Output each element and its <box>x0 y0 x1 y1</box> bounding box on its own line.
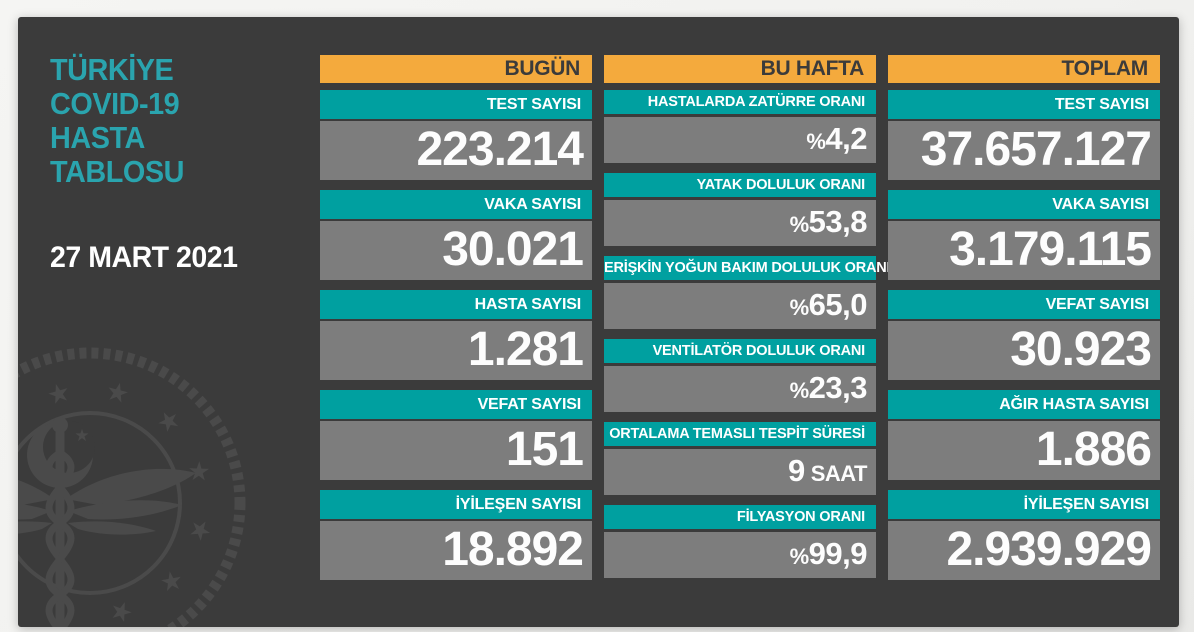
stat-card: VAKA SAYISI 3.179.115 <box>888 190 1160 280</box>
report-date: 27 MART 2021 <box>50 241 238 274</box>
stat-card: TEST SAYISI 223.214 <box>320 90 592 180</box>
svg-text:★: ★ <box>106 594 137 627</box>
stat-value: %23,3 <box>604 366 876 412</box>
stat-card: ERİŞKİN YOĞUN BAKIM DOLULUK ORANI %65,0 <box>604 256 891 329</box>
stat-value: 30.021 <box>320 221 592 280</box>
stat-value: %99,9 <box>604 532 876 578</box>
svg-text:★: ★ <box>74 426 89 446</box>
stat-value: 223.214 <box>320 121 592 180</box>
stat-value: 9 SAAT <box>604 449 876 495</box>
svg-text:★: ★ <box>44 377 75 412</box>
stat-label: HASTA SAYISI <box>320 290 592 319</box>
stat-label: İYİLEŞEN SAYISI <box>888 490 1160 519</box>
title-line: TABLOSU <box>50 154 184 189</box>
stat-label: VAKA SAYISI <box>888 190 1160 219</box>
column-toplam: TOPLAM TEST SAYISI 37.657.127 VAKA SAYIS… <box>888 55 1160 590</box>
stat-value: 151 <box>320 421 592 480</box>
column-bugun: BUGÜN TEST SAYISI 223.214 VAKA SAYISI 30… <box>320 55 592 590</box>
stat-value: %53,8 <box>604 200 876 246</box>
stat-card: HASTALARDA ZATÜRRE ORANI %4,2 <box>604 90 876 163</box>
svg-text:★: ★ <box>102 376 132 411</box>
column-header-bugun: BUGÜN <box>320 55 592 83</box>
svg-text:★: ★ <box>182 515 217 545</box>
stat-label: VENTİLATÖR DOLULUK ORANI <box>604 339 876 363</box>
title-line: COVID-19 <box>50 86 180 121</box>
stat-card: İYİLEŞEN SAYISI 18.892 <box>320 490 592 580</box>
stat-value: 30.923 <box>888 321 1160 380</box>
stat-card: FİLYASYON ORANI %99,9 <box>604 505 876 578</box>
stat-card: VENTİLATÖR DOLULUK ORANI %23,3 <box>604 339 876 412</box>
column-header-toplam: TOPLAM <box>888 55 1160 83</box>
title-line: TÜRKİYE <box>50 52 174 87</box>
stat-card: HASTA SAYISI 1.281 <box>320 290 592 380</box>
column-bu-hafta: BU HAFTA HASTALARDA ZATÜRRE ORANI %4,2 Y… <box>604 55 891 588</box>
stat-card: İYİLEŞEN SAYISI 2.939.929 <box>888 490 1160 580</box>
dashboard-title: TÜRKİYE COVID-19 HASTA TABLOSU <box>50 53 194 189</box>
stat-label: TEST SAYISI <box>888 90 1160 119</box>
stat-card: ORTALAMA TEMASLI TESPİT SÜRESİ 9 SAAT <box>604 422 876 495</box>
stat-value: 1.281 <box>320 321 592 380</box>
stat-label: VAKA SAYISI <box>320 190 592 219</box>
column-header-bu-hafta: BU HAFTA <box>604 55 876 83</box>
stat-value: 37.657.127 <box>888 121 1160 180</box>
stat-label: FİLYASYON ORANI <box>604 505 876 529</box>
stat-value: 18.892 <box>320 521 592 580</box>
health-ministry-emblem-icon: ★ ★ ★ ★ ★ ★ ★ ★ <box>18 347 246 627</box>
stat-card: YATAK DOLULUK ORANI %53,8 <box>604 173 876 246</box>
stat-card: VEFAT SAYISI 30.923 <box>888 290 1160 380</box>
stat-value: 3.179.115 <box>888 221 1160 280</box>
stat-label: İYİLEŞEN SAYISI <box>320 490 592 519</box>
stat-label: VEFAT SAYISI <box>888 290 1160 319</box>
svg-text:★: ★ <box>150 403 188 441</box>
stat-label: ERİŞKİN YOĞUN BAKIM DOLULUK ORANI <box>604 256 891 280</box>
stat-label: HASTALARDA ZATÜRRE ORANI <box>604 90 876 114</box>
stat-value: %65,0 <box>604 283 876 329</box>
title-line: HASTA <box>50 120 145 155</box>
stat-label: TEST SAYISI <box>320 90 592 119</box>
dashboard-panel: ★ ★ ★ ★ ★ ★ ★ ★ <box>18 17 1179 627</box>
stat-card: AĞIR HASTA SAYISI 1.886 <box>888 390 1160 480</box>
stat-label: YATAK DOLULUK ORANI <box>604 173 876 197</box>
stat-value: 1.886 <box>888 421 1160 480</box>
stat-card: VAKA SAYISI 30.021 <box>320 190 592 280</box>
stat-label: VEFAT SAYISI <box>320 390 592 419</box>
stat-card: VEFAT SAYISI 151 <box>320 390 592 480</box>
svg-text:★: ★ <box>152 563 190 601</box>
stat-value: 2.939.929 <box>888 521 1160 580</box>
stat-value: %4,2 <box>604 117 876 163</box>
stat-card: TEST SAYISI 37.657.127 <box>888 90 1160 180</box>
stat-label: ORTALAMA TEMASLI TESPİT SÜRESİ <box>604 422 876 446</box>
stat-label: AĞIR HASTA SAYISI <box>888 390 1160 419</box>
